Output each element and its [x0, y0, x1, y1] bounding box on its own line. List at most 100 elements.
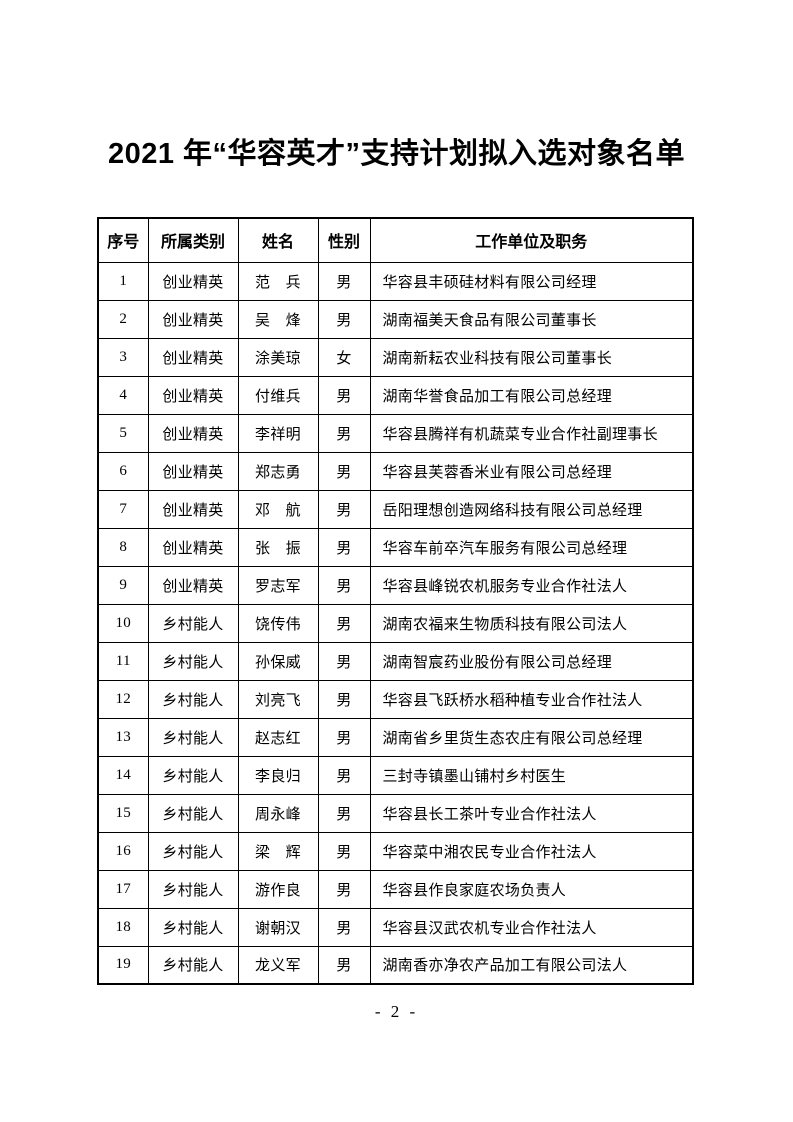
- cell-name: 付维兵: [237, 375, 319, 415]
- cell-unit: 湖南农福来生物质科技有限公司法人: [369, 603, 694, 643]
- cell-no: 1: [97, 261, 149, 301]
- cell-unit: 华容县腾祥有机蔬菜专业合作社副理事长: [369, 413, 694, 453]
- cell-no: 19: [97, 945, 149, 985]
- cell-no: 17: [97, 869, 149, 909]
- cell-no: 4: [97, 375, 149, 415]
- table-row: 17 乡村能人 游作良男华容县作良家庭农场负责人: [97, 869, 694, 909]
- cell-no: 15: [97, 793, 149, 833]
- table-row: 4 创业精英 付维兵男湖南华誉食品加工有限公司总经理: [97, 375, 694, 415]
- cell-gender: 男: [317, 869, 371, 909]
- table-row: 1 创业精英范 兵男华容县丰硕硅材料有限公司经理: [97, 261, 694, 301]
- cell-gender: 男: [317, 831, 371, 871]
- page-number: - 2 -: [374, 1002, 419, 1021]
- cell-unit: 华容县汉武农机专业合作社法人: [369, 907, 694, 947]
- cell-unit: 湖南华誉食品加工有限公司总经理: [369, 375, 694, 415]
- cell-category: 创业精英: [147, 489, 239, 529]
- page-title: 2021 年“华容英才”支持计划拟入选对象名单: [107, 138, 686, 170]
- cell-no: 5: [97, 413, 149, 453]
- cell-category: 创业精英: [147, 413, 239, 453]
- header-cell: 序号: [97, 217, 149, 263]
- cell-category: 乡村能人: [147, 603, 239, 643]
- cell-name: 邓 航: [237, 489, 319, 529]
- cell-unit: 华容县长工茶叶专业合作社法人: [369, 793, 694, 833]
- cell-name: 郑志勇: [237, 451, 319, 491]
- table-row: 6 创业精英 郑志勇男华容县芙蓉香米业有限公司总经理: [97, 451, 694, 491]
- cell-category: 乡村能人: [147, 793, 239, 833]
- cell-no: 6: [97, 451, 149, 491]
- cell-category: 创业精英: [147, 261, 239, 301]
- cell-name: 罗志军: [237, 565, 319, 605]
- roster-table: 序号 所属类别 姓名 性别 工作单位及职务 1 创业精英范 兵男华容县丰硕硅材料有限公司经…: [97, 217, 694, 985]
- table-row: 10 乡村能人 饶传伟男湖南农福来生物质科技有限公司法人: [97, 603, 694, 643]
- cell-name: 李良归: [237, 755, 319, 795]
- header-cell: 工作单位及职务: [369, 217, 694, 263]
- cell-category: 乡村能人: [147, 717, 239, 757]
- table-row: 11 乡村能人 孙保威男湖南智宸药业股份有限公司总经理: [97, 641, 694, 681]
- cell-category: 创业精英: [147, 299, 239, 339]
- cell-name: 梁 辉: [237, 831, 319, 871]
- cell-gender: 男: [317, 565, 371, 605]
- header-cell: 所属类别: [147, 217, 239, 263]
- cell-no: 9: [97, 565, 149, 605]
- cell-category: 创业精英: [147, 565, 239, 605]
- cell-name: 饶传伟: [237, 603, 319, 643]
- cell-gender: 男: [317, 717, 371, 757]
- cell-name: 吴 烽: [237, 299, 319, 339]
- cell-no: 16: [97, 831, 149, 871]
- cell-no: 3: [97, 337, 149, 377]
- table-row: 8 创业精英张 振男华容车前卒汽车服务有限公司总经理: [97, 527, 694, 567]
- cell-category: 创业精英: [147, 451, 239, 491]
- cell-name: 游作良: [237, 869, 319, 909]
- cell-category: 乡村能人: [147, 641, 239, 681]
- cell-gender: 男: [317, 489, 371, 529]
- cell-category: 乡村能人: [147, 907, 239, 947]
- cell-no: 13: [97, 717, 149, 757]
- cell-gender: 男: [317, 299, 371, 339]
- table-row: 13 乡村能人 赵志红男湖南省乡里货生态农庄有限公司总经理: [97, 717, 694, 757]
- table-row: 19 乡村能人 龙义军男湖南香亦净农产品加工有限公司法人: [97, 945, 694, 985]
- cell-no: 12: [97, 679, 149, 719]
- cell-category: 乡村能人: [147, 755, 239, 795]
- cell-name: 李祥明: [237, 413, 319, 453]
- cell-category: 乡村能人: [147, 869, 239, 909]
- cell-unit: 华容县峰锐农机服务专业合作社法人: [369, 565, 694, 605]
- roster-table-container: 序号 所属类别 姓名 性别 工作单位及职务 1 创业精英范 兵男华容县丰硕硅材料有限公司经…: [97, 217, 694, 985]
- cell-name: 谢朝汉: [237, 907, 319, 947]
- table-row: 7 创业精英邓 航男岳阳理想创造网络科技有限公司总经理: [97, 489, 694, 529]
- cell-gender: 男: [317, 375, 371, 415]
- cell-unit: 岳阳理想创造网络科技有限公司总经理: [369, 489, 694, 529]
- cell-gender: 男: [317, 945, 371, 985]
- cell-name: 范 兵: [237, 261, 319, 301]
- table-row: 15 乡村能人 周永峰男华容县长工茶叶专业合作社法人: [97, 793, 694, 833]
- cell-unit: 三封寺镇墨山铺村乡村医生: [369, 755, 694, 795]
- cell-gender: 男: [317, 641, 371, 681]
- cell-category: 乡村能人: [147, 679, 239, 719]
- cell-name: 赵志红: [237, 717, 319, 757]
- cell-gender: 男: [317, 413, 371, 453]
- cell-unit: 华容县飞跃桥水稻种植专业合作社法人: [369, 679, 694, 719]
- cell-unit: 华容车前卒汽车服务有限公司总经理: [369, 527, 694, 567]
- cell-gender: 男: [317, 451, 371, 491]
- cell-name: 刘亮飞: [237, 679, 319, 719]
- cell-gender: 男: [317, 679, 371, 719]
- table-row: 12 乡村能人 刘亮飞男华容县飞跃桥水稻种植专业合作社法人: [97, 679, 694, 719]
- cell-unit: 湖南智宸药业股份有限公司总经理: [369, 641, 694, 681]
- cell-gender: 男: [317, 907, 371, 947]
- cell-no: 7: [97, 489, 149, 529]
- cell-no: 18: [97, 907, 149, 947]
- cell-name: 张 振: [237, 527, 319, 567]
- cell-name: 涂美琼: [237, 337, 319, 377]
- cell-name: 周永峰: [237, 793, 319, 833]
- cell-name: 孙保威: [237, 641, 319, 681]
- cell-no: 8: [97, 527, 149, 567]
- header-cell: 性别: [317, 217, 371, 263]
- table-body: 1 创业精英范 兵男华容县丰硕硅材料有限公司经理 2 创业精英吴 烽男湖南福美天食品有…: [97, 261, 694, 985]
- cell-gender: 男: [317, 527, 371, 567]
- cell-unit: 湖南新耘农业科技有限公司董事长: [369, 337, 694, 377]
- cell-unit: 华容菜中湘农民专业合作社法人: [369, 831, 694, 871]
- cell-no: 2: [97, 299, 149, 339]
- table-row: 9 创业精英 罗志军男华容县峰锐农机服务专业合作社法人: [97, 565, 694, 605]
- table-row: 2 创业精英吴 烽男湖南福美天食品有限公司董事长: [97, 299, 694, 339]
- table-row: 16 乡村能人梁 辉男华容菜中湘农民专业合作社法人: [97, 831, 694, 871]
